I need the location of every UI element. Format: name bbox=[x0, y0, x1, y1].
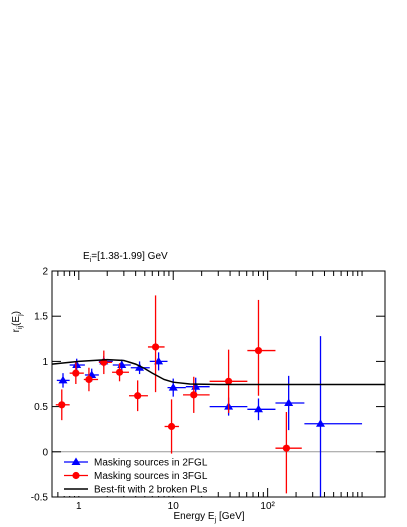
marker bbox=[284, 398, 294, 406]
x-tick-label: 10 bbox=[168, 501, 180, 512]
x-axis-label-part: Energy E bbox=[173, 511, 214, 522]
marker bbox=[154, 356, 164, 365]
marker bbox=[282, 444, 290, 452]
y-axis-label-part: ) bbox=[11, 311, 22, 314]
x-tick-label: 10² bbox=[260, 501, 275, 512]
y-tick-label: 0.5 bbox=[34, 402, 48, 413]
marker bbox=[253, 404, 263, 413]
y-tick-label: 1.5 bbox=[34, 312, 48, 323]
marker bbox=[254, 346, 263, 355]
y-axis-label: rij(Ej) bbox=[11, 311, 24, 332]
marker bbox=[167, 422, 176, 431]
y-axis-label-part: ij bbox=[17, 325, 24, 329]
marker bbox=[134, 392, 142, 400]
marker bbox=[151, 343, 160, 351]
y-axis-label-part: r bbox=[11, 328, 22, 332]
marker bbox=[72, 360, 82, 369]
y-axis-label-part: j bbox=[17, 314, 24, 317]
marker bbox=[72, 369, 80, 377]
x-tick-label: 1 bbox=[76, 501, 82, 512]
marker bbox=[58, 375, 68, 384]
marker bbox=[225, 377, 233, 385]
legend-marker bbox=[71, 457, 81, 465]
chart-title-part: =[1.38-1.99] GeV bbox=[91, 251, 168, 262]
y-tick-label: 2 bbox=[42, 267, 48, 278]
marker bbox=[58, 401, 66, 409]
y-tick-label: 1 bbox=[42, 357, 48, 368]
x-axis-label: Energy Ej [GeV] bbox=[173, 511, 244, 524]
legend-label: Best-fit with 2 broken PLs bbox=[94, 485, 207, 496]
x-axis-label-part: [GeV] bbox=[216, 511, 245, 522]
chart-title: Ei=[1.38-1.99] GeV bbox=[83, 251, 168, 264]
plot-frame bbox=[51, 270, 386, 498]
marker bbox=[168, 383, 178, 391]
legend-marker bbox=[72, 471, 80, 480]
marker bbox=[190, 391, 198, 399]
y-tick-label: -0.5 bbox=[31, 493, 49, 504]
x-axis-label-part: j bbox=[214, 517, 217, 524]
y-axis-label-part: (E bbox=[11, 316, 22, 326]
legend-label: Masking sources in 3FGL bbox=[94, 471, 208, 482]
marker bbox=[316, 419, 326, 427]
marker bbox=[115, 368, 124, 376]
chart-title-part: i bbox=[90, 257, 92, 264]
chart-title-part: E bbox=[83, 251, 90, 262]
marker bbox=[85, 375, 93, 384]
marker bbox=[135, 363, 145, 371]
fit-line bbox=[51, 358, 385, 386]
y-tick-label: 0 bbox=[42, 447, 48, 458]
legend-label: Masking sources in 2FGL bbox=[94, 458, 208, 469]
